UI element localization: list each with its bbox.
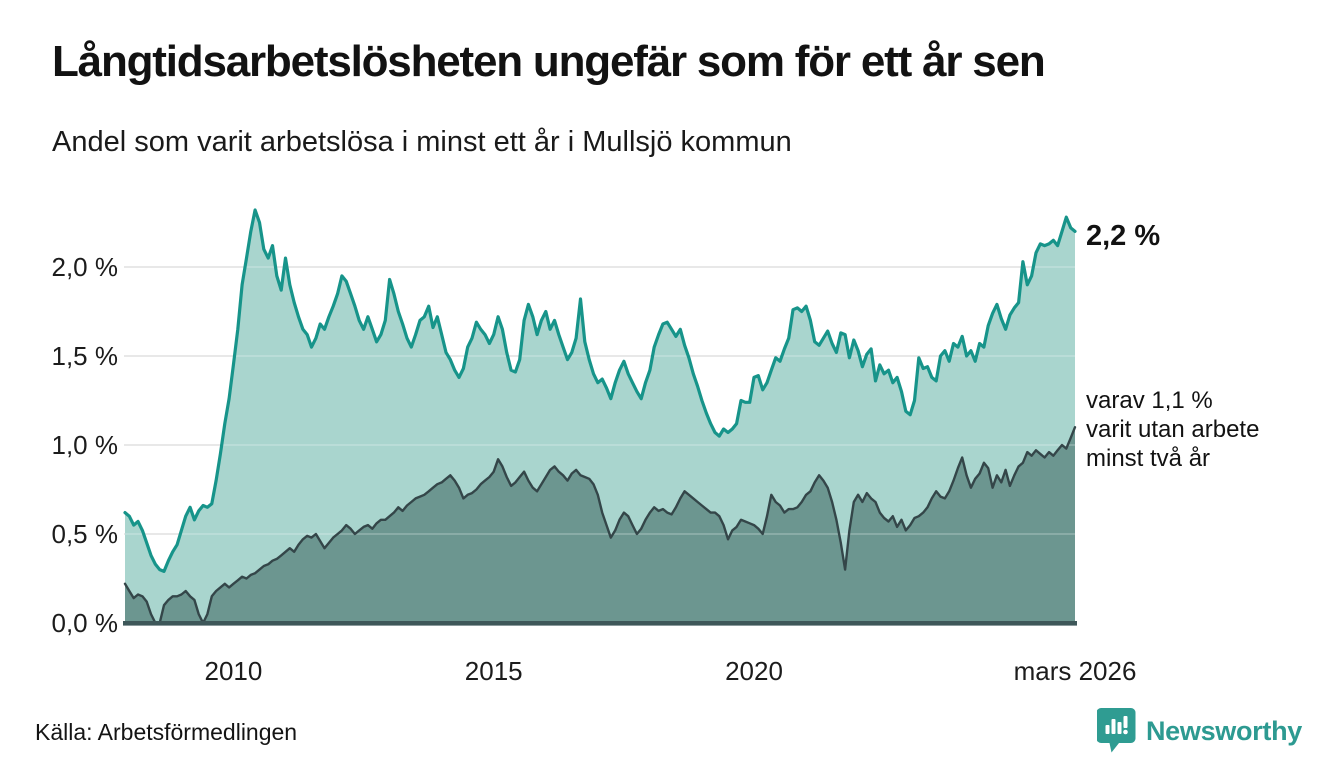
source-credit: Källa: Arbetsförmedlingen [35,719,298,745]
x-axis-tick-label: 2015 [464,656,523,686]
bar-2 [1111,719,1116,734]
x-axis-tick-label: 2010 [204,656,263,686]
page-title: Långtidsarbetslösheten ungefär som för e… [52,37,1046,86]
x-axis-tick-label: 2020 [725,656,783,686]
speech-bubble-shape [1096,708,1136,753]
y-axis-tick-label: 2,0 % [51,252,119,282]
two-year-annotation-line3: minst två år [1086,445,1211,472]
two-year-annotation: varav 1,1 % varit utan arbete minst två … [1086,386,1259,473]
bar-1 [1105,725,1110,734]
page-subtitle: Andel som varit arbetslösa i minst ett å… [52,126,792,158]
two-year-annotation-line1: varav 1,1 % [1086,387,1213,414]
bar-3 [1117,722,1122,734]
exclamation-stem [1123,716,1128,728]
y-axis-tick-label: 1,5 % [51,341,119,371]
newsworthy-wordmark: Newsworthy [1145,715,1302,746]
two-year-annotation-line2: varit utan arbete [1086,416,1260,443]
y-axis-tick-label: 0,0 % [51,608,119,638]
total-unemployment-line [123,208,1077,573]
x-axis-tick-label: mars 2026 [1013,656,1137,686]
x-axis-line [123,621,1077,626]
two-year-unemployment-line [123,426,1077,625]
two-year-unemployment-area [125,427,1075,623]
newsworthy-brand: Newsworthy [1096,706,1302,756]
y-axis-tick-label: 0,5 % [51,519,119,549]
newsworthy-logo-icon [1096,707,1137,755]
exclamation-dot [1123,729,1128,735]
latest-total-value-label: 2,2 % [1086,220,1161,252]
y-axis-tick-label: 1,0 % [51,430,119,460]
